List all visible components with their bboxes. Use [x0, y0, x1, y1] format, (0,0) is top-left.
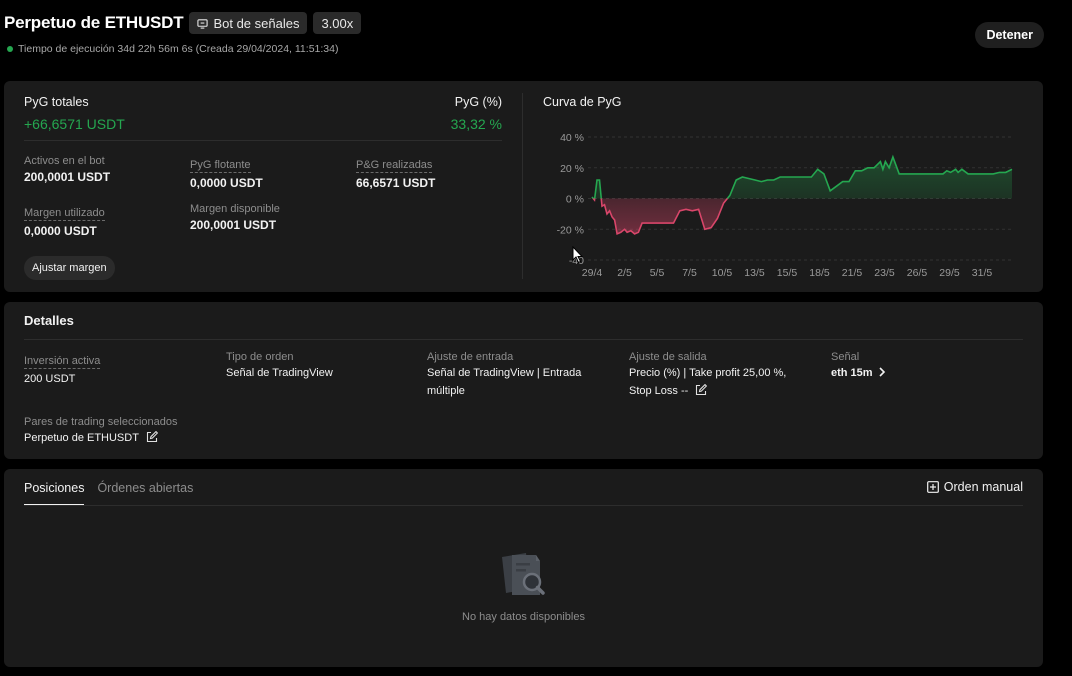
chart-y-tick-label: -20 %	[557, 224, 584, 236]
bot-type-label: Bot de señales	[213, 15, 300, 31]
chart-x-tick-label: 26/5	[907, 267, 928, 279]
title-row: Perpetuo de ETHUSDT Bot de señales 3.00x	[4, 12, 1044, 34]
page-header: Perpetuo de ETHUSDT Bot de señales 3.00x…	[4, 12, 1044, 72]
chart-y-tick-label: 20 %	[560, 163, 584, 175]
positions-card: Posiciones Órdenes abiertas Orden manual…	[4, 469, 1043, 667]
margin-used-label[interactable]: Margen utilizado	[24, 207, 105, 221]
order-type-field: Tipo de orden Señal de TradingView	[226, 351, 416, 382]
bot-type-tag: Bot de señales	[189, 12, 308, 34]
vertical-divider	[522, 93, 523, 279]
chart-x-tick-label: 31/5	[972, 267, 993, 279]
chart-x-tick-label: 5/5	[650, 267, 665, 279]
plus-square-icon	[926, 481, 939, 493]
assets-stat: Activos en el bot 200,0001 USDT	[24, 155, 190, 190]
signal-field: Señal eth 15m	[831, 351, 1021, 382]
entry-setting-field: Ajuste de entrada Señal de TradingView |…	[427, 351, 617, 400]
order-type-value: Señal de TradingView	[226, 367, 333, 379]
runtime-text: Tiempo de ejecución 34d 22h 56m 6s (Crea…	[18, 43, 339, 55]
total-pnl-value: +66,6571 USDT	[24, 116, 125, 132]
tab-positions[interactable]: Posiciones	[24, 481, 85, 506]
chart-y-tick-label: 0 %	[566, 194, 584, 206]
page-title: Perpetuo de ETHUSDT	[4, 13, 184, 32]
empty-state-text: No hay datos disponibles	[462, 611, 585, 623]
pnl-percent-label: PyG (%)	[454, 95, 502, 109]
margin-available-value: 200,0001 USDT	[190, 218, 277, 232]
assets-value: 200,0001 USDT	[24, 170, 111, 184]
adjust-margin-button[interactable]: Ajustar margen	[24, 256, 115, 280]
floating-pnl-stat: PyG flotante 0,0000 USDT	[190, 155, 356, 190]
divider	[24, 505, 1023, 506]
chart-x-tick-label: 21/5	[842, 267, 863, 279]
pnl-summary: PyG totales PyG (%) +66,6571 USDT 33,32 …	[24, 95, 502, 238]
trading-pairs-value: Perpetuo de ETHUSDT	[24, 432, 139, 444]
investment-field: Inversión activa 200 USDT	[24, 351, 214, 388]
signal-value: eth 15m	[831, 367, 873, 379]
realized-pnl-stat: P&G realizadas 66,6571 USDT	[356, 155, 502, 190]
signal-label: Señal	[831, 351, 860, 363]
manual-order-button[interactable]: Orden manual	[926, 480, 1023, 494]
edit-icon[interactable]	[695, 384, 708, 396]
pnl-percent-value: 33,32 %	[450, 116, 502, 132]
chart-x-tick-label: 10/5	[712, 267, 733, 279]
trading-pairs-label: Pares de trading seleccionados	[24, 416, 178, 428]
chart-x-tick-label: 15/5	[777, 267, 798, 279]
margin-available-stat: Margen disponible 200,0001 USDT	[190, 203, 356, 238]
investment-value: 200 USDT	[24, 373, 76, 385]
empty-state: No hay datos disponibles	[4, 549, 1043, 623]
running-status-dot	[7, 46, 13, 52]
edit-icon[interactable]	[146, 431, 158, 443]
margin-available-label: Margen disponible	[190, 203, 280, 215]
chart-x-tick-label: 2/5	[617, 267, 632, 279]
chart-x-tick-label: 18/5	[809, 267, 830, 279]
chart-x-tick-label: 23/5	[874, 267, 895, 279]
pnl-card: PyG totales PyG (%) +66,6571 USDT 33,32 …	[4, 81, 1043, 292]
order-type-label: Tipo de orden	[226, 351, 294, 363]
chevron-right-icon	[879, 367, 885, 377]
exit-setting-label: Ajuste de salida	[629, 351, 707, 363]
exit-setting-field: Ajuste de salida Precio (%) | Take profi…	[629, 351, 809, 400]
exit-setting-value: Precio (%) | Take profit 25,00 %, Stop L…	[629, 367, 787, 397]
leverage-tag: 3.00x	[313, 12, 362, 34]
realized-pnl-label[interactable]: P&G realizadas	[356, 159, 433, 173]
entry-setting-value: Señal de TradingView | Entrada múltiple	[427, 367, 582, 397]
details-title: Detalles	[24, 313, 74, 328]
manual-order-label: Orden manual	[943, 480, 1023, 494]
exit-setting-value-wrap: Precio (%) | Take profit 25,00 %, Stop L…	[629, 364, 809, 400]
assets-label: Activos en el bot	[24, 155, 105, 167]
entry-setting-label: Ajuste de entrada	[427, 351, 514, 363]
chart-y-tick-label: 40 %	[560, 132, 584, 144]
details-card: Detalles Inversión activa 200 USDT Tipo …	[4, 302, 1043, 459]
trading-pairs-value-wrap: Perpetuo de ETHUSDT	[24, 429, 284, 447]
signal-bot-icon	[197, 18, 209, 29]
positions-tabs: Posiciones Órdenes abiertas	[24, 481, 193, 506]
no-data-icon	[501, 553, 545, 595]
signal-link[interactable]: eth 15m	[831, 364, 1021, 382]
mouse-cursor-icon	[572, 246, 584, 264]
floating-pnl-value: 0,0000 USDT	[190, 176, 263, 190]
total-pnl-label: PyG totales	[24, 95, 89, 109]
tab-open-orders[interactable]: Órdenes abiertas	[97, 481, 194, 495]
trading-pairs-field: Pares de trading seleccionados Perpetuo …	[24, 416, 284, 447]
divider	[24, 339, 1023, 340]
realized-pnl-value: 66,6571 USDT	[356, 176, 436, 190]
margin-used-value: 0,0000 USDT	[24, 224, 97, 238]
chart-series-line-negative	[592, 198, 729, 236]
chart-x-tick-label: 29/4	[582, 267, 603, 279]
chart-title: Curva de PyG	[543, 95, 622, 109]
margin-used-stat: Margen utilizado 0,0000 USDT	[24, 203, 190, 238]
chart-x-tick-label: 7/5	[682, 267, 697, 279]
stop-button[interactable]: Detener	[975, 22, 1044, 48]
divider	[24, 140, 502, 141]
floating-pnl-label[interactable]: PyG flotante	[190, 159, 251, 173]
chart-area-negative	[592, 198, 1012, 234]
chart-series-line-positive	[591, 154, 1013, 199]
chart-x-tick-label: 29/5	[939, 267, 960, 279]
chart-x-tick-label: 13/5	[744, 267, 765, 279]
runtime-info: Tiempo de ejecución 34d 22h 56m 6s (Crea…	[4, 43, 1044, 55]
investment-label[interactable]: Inversión activa	[24, 355, 101, 369]
